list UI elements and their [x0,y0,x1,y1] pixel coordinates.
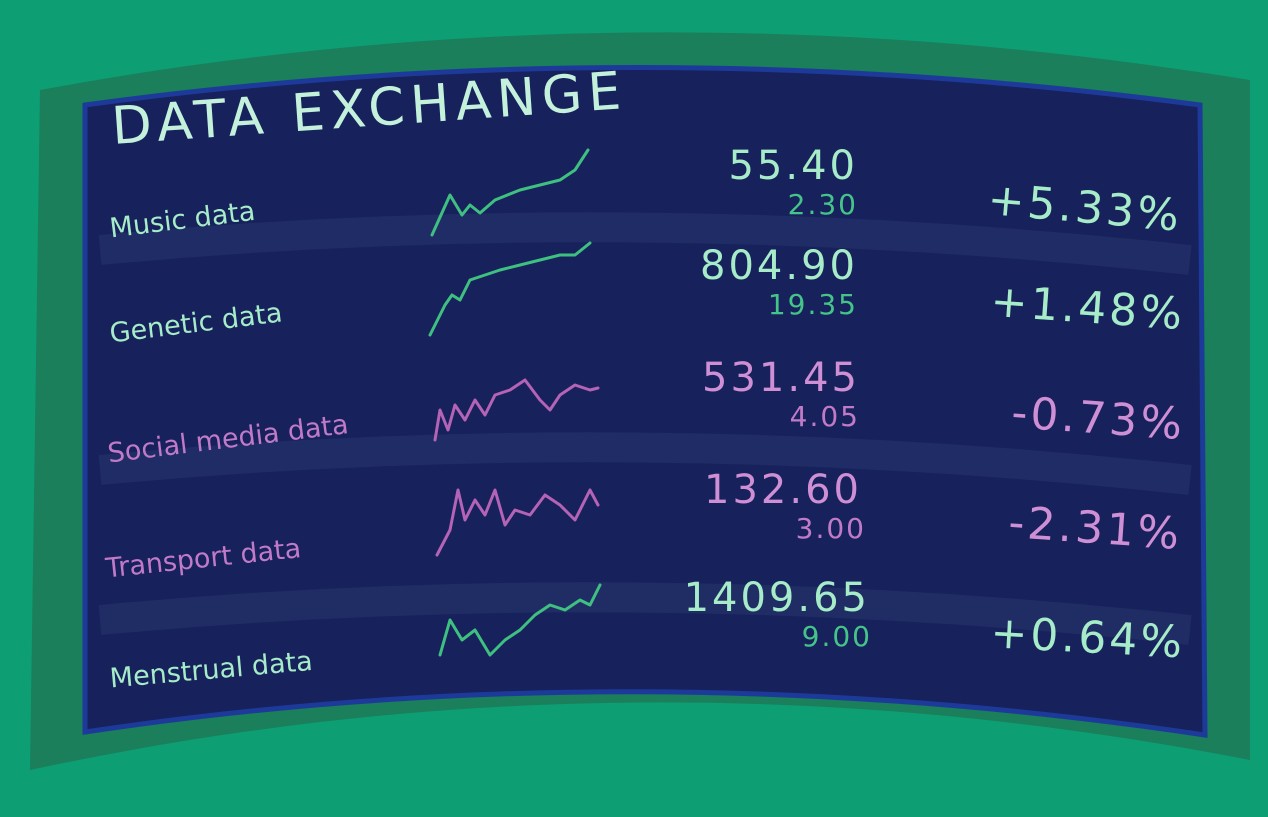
row-price: 55.40 [728,143,858,189]
row-price: 804.90 [700,243,858,289]
row-change: 2.30 [788,188,858,221]
row-price: 531.45 [702,355,860,401]
row-change: 9.00 [802,620,872,653]
row-change: 19.35 [768,288,858,321]
row-change: 4.05 [790,400,860,433]
page: DATA EXCHANGE Music data 55.40 2.30 +5.3… [0,0,1268,817]
scene: DATA EXCHANGE Music data 55.40 2.30 +5.3… [0,0,1268,817]
row-price: 1409.65 [684,575,870,621]
row-change: 3.00 [796,512,866,545]
row-price: 132.60 [704,467,862,513]
row-percent: +0.64% [989,607,1186,668]
